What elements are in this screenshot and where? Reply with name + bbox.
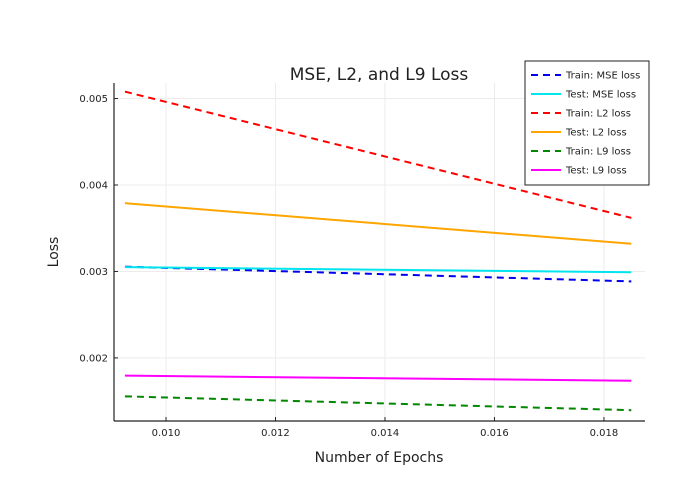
axes (113, 83, 645, 422)
y-tick-label: 0.003 (79, 267, 108, 278)
series-line-1 (124, 265, 632, 283)
series-line-5 (124, 395, 632, 412)
series-group (124, 90, 632, 412)
x-tick-label: 0.010 (152, 428, 181, 439)
series-line-4 (124, 202, 632, 245)
legend: Train: MSE loss Test: MSE loss Train: L2 l… (524, 60, 650, 186)
y-axis-label: Loss (46, 237, 62, 268)
ticks: 0.010 0.012 0.014 0.016 0.018 0.002 0.003 0.004… (79, 94, 618, 439)
y-tick-label: 0.002 (79, 353, 108, 364)
legend-label: Test: L2 loss (565, 128, 627, 139)
legend-label: Train: L2 loss (565, 109, 631, 120)
chart-title: MSE, L2, and L9 Loss (290, 65, 469, 85)
y-tick-label: 0.004 (79, 181, 108, 192)
x-tick-label: 0.016 (480, 428, 509, 439)
series-line-3 (124, 90, 632, 219)
legend-label: Train: MSE loss (565, 71, 640, 82)
legend-label: Test: MSE loss (565, 90, 636, 101)
y-tick-label: 0.005 (79, 94, 108, 105)
x-tick-label: 0.014 (371, 428, 400, 439)
x-tick-label: 0.012 (261, 428, 290, 439)
x-axis-label: Number of Epochs (315, 450, 444, 466)
legend-box (524, 60, 650, 186)
series-line-6 (124, 374, 632, 382)
legend-label: Test: L9 loss (565, 166, 627, 177)
legend-label: Train: L9 loss (565, 147, 631, 158)
series-line-2 (124, 266, 632, 274)
x-tick-label: 0.018 (590, 428, 619, 439)
